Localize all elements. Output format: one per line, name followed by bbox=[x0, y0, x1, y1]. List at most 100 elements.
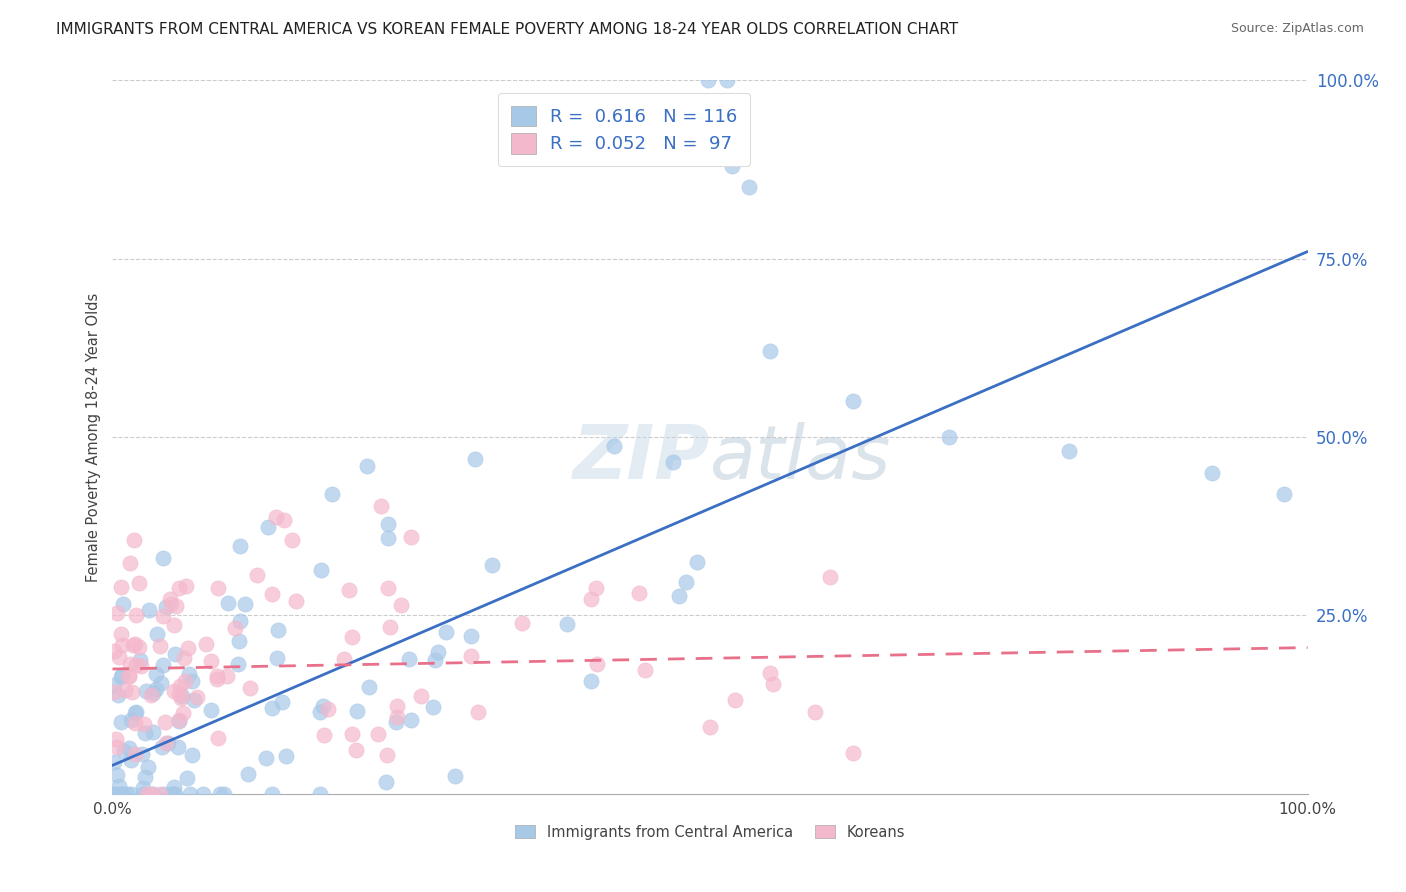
Point bbox=[160, 598, 183, 612]
Point bbox=[142, 725, 165, 739]
Point bbox=[254, 750, 277, 764]
Point bbox=[118, 668, 141, 682]
Point bbox=[179, 667, 201, 681]
Point bbox=[145, 682, 167, 697]
Point bbox=[332, 652, 354, 666]
Text: atlas: atlas bbox=[710, 423, 891, 494]
Point bbox=[107, 688, 129, 702]
Point bbox=[389, 599, 412, 613]
Point bbox=[842, 747, 865, 761]
Point bbox=[179, 787, 201, 801]
Point bbox=[385, 714, 408, 729]
Point bbox=[271, 695, 294, 709]
Point bbox=[207, 731, 229, 746]
Y-axis label: Female Poverty Among 18-24 Year Olds: Female Poverty Among 18-24 Year Olds bbox=[86, 293, 101, 582]
Point bbox=[160, 787, 183, 801]
Point bbox=[425, 653, 447, 667]
Point bbox=[124, 716, 146, 731]
Point bbox=[337, 583, 360, 598]
Point bbox=[128, 576, 150, 591]
Point bbox=[634, 663, 657, 677]
Point bbox=[107, 650, 129, 665]
Point bbox=[217, 595, 239, 609]
Point bbox=[356, 458, 378, 473]
Point bbox=[359, 680, 381, 694]
Point bbox=[260, 587, 283, 601]
Point bbox=[312, 728, 335, 742]
Text: Source: ZipAtlas.com: Source: ZipAtlas.com bbox=[1230, 22, 1364, 36]
Point bbox=[152, 658, 174, 673]
Point bbox=[152, 787, 174, 801]
Point bbox=[209, 787, 232, 801]
Point bbox=[235, 597, 257, 611]
Point bbox=[169, 581, 191, 595]
Point bbox=[142, 787, 165, 801]
Point bbox=[155, 736, 177, 750]
Point bbox=[120, 753, 142, 767]
Point bbox=[180, 747, 202, 762]
Point bbox=[401, 714, 423, 728]
Point bbox=[169, 679, 191, 693]
Point bbox=[585, 657, 607, 671]
Point bbox=[174, 579, 197, 593]
Point bbox=[120, 787, 142, 801]
Point bbox=[176, 772, 198, 786]
Point bbox=[309, 787, 332, 801]
Point bbox=[110, 580, 132, 594]
Point bbox=[377, 531, 399, 545]
Point bbox=[398, 652, 420, 666]
Point bbox=[180, 674, 202, 689]
Point bbox=[627, 585, 650, 599]
Point bbox=[262, 787, 284, 801]
Point bbox=[686, 555, 709, 569]
Point bbox=[340, 630, 363, 644]
Point bbox=[124, 706, 146, 720]
Point bbox=[186, 690, 208, 704]
Point bbox=[803, 705, 825, 719]
Point bbox=[163, 780, 186, 794]
Point bbox=[111, 787, 134, 801]
Point bbox=[762, 676, 785, 690]
Point bbox=[274, 748, 297, 763]
Point bbox=[194, 637, 217, 651]
Point bbox=[110, 627, 132, 641]
Point bbox=[236, 766, 259, 780]
Point bbox=[136, 759, 159, 773]
Point bbox=[443, 769, 465, 783]
Point bbox=[217, 669, 239, 683]
Point bbox=[131, 780, 153, 795]
Point bbox=[105, 768, 128, 782]
Point bbox=[738, 180, 761, 194]
Point bbox=[108, 779, 131, 793]
Point bbox=[121, 639, 143, 653]
Point bbox=[207, 669, 229, 683]
Point bbox=[229, 539, 252, 553]
Point bbox=[1201, 466, 1223, 480]
Point bbox=[136, 787, 159, 801]
Point bbox=[121, 685, 143, 699]
Point bbox=[759, 344, 782, 359]
Point bbox=[163, 618, 186, 632]
Point bbox=[167, 687, 190, 701]
Point bbox=[145, 666, 167, 681]
Point bbox=[464, 452, 486, 467]
Point bbox=[138, 603, 160, 617]
Point bbox=[142, 686, 165, 700]
Point bbox=[112, 744, 135, 758]
Point bbox=[266, 651, 288, 665]
Point bbox=[224, 621, 246, 635]
Point bbox=[150, 739, 173, 754]
Point bbox=[134, 770, 156, 784]
Point bbox=[367, 727, 389, 741]
Point bbox=[129, 652, 152, 666]
Point bbox=[262, 701, 284, 715]
Point bbox=[200, 703, 222, 717]
Point bbox=[104, 787, 127, 801]
Point bbox=[110, 670, 132, 684]
Point bbox=[309, 564, 332, 578]
Point bbox=[120, 714, 142, 728]
Point bbox=[153, 714, 176, 729]
Point bbox=[103, 685, 125, 699]
Point bbox=[200, 654, 222, 668]
Point bbox=[460, 648, 482, 663]
